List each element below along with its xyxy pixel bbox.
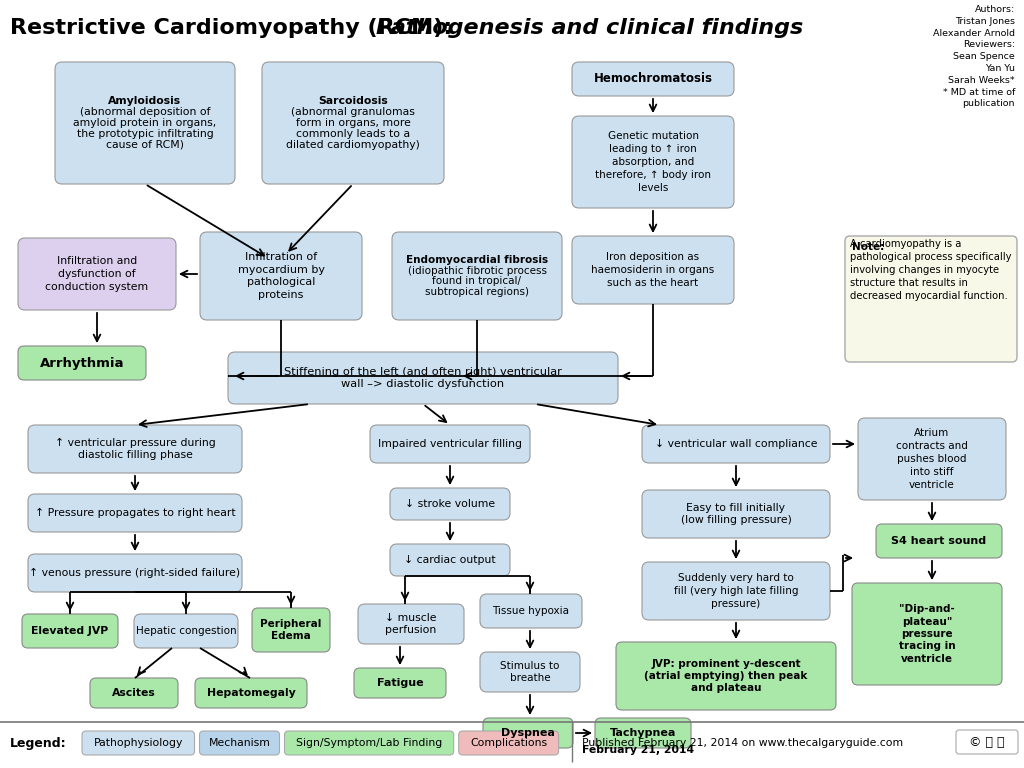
FancyBboxPatch shape xyxy=(252,608,330,652)
Text: February 21, 2014: February 21, 2014 xyxy=(582,745,694,755)
Text: ↓ ventricular wall compliance: ↓ ventricular wall compliance xyxy=(654,439,817,449)
Text: (idiopathic fibrotic process: (idiopathic fibrotic process xyxy=(408,266,547,276)
Text: S4 heart sound: S4 heart sound xyxy=(892,536,986,546)
Text: Hepatic congestion: Hepatic congestion xyxy=(136,626,237,636)
Text: Tachypnea: Tachypnea xyxy=(610,728,676,738)
Text: cause of RCM): cause of RCM) xyxy=(106,140,184,150)
FancyBboxPatch shape xyxy=(858,418,1006,500)
FancyBboxPatch shape xyxy=(595,718,691,748)
FancyBboxPatch shape xyxy=(483,718,573,748)
FancyBboxPatch shape xyxy=(459,731,559,755)
Text: Sign/Symptom/Lab Finding: Sign/Symptom/Lab Finding xyxy=(296,738,442,748)
Text: found in tropical/: found in tropical/ xyxy=(432,276,521,286)
FancyBboxPatch shape xyxy=(390,488,510,520)
Text: Stiffening of the left (and often right) ventricular
wall –> diastolic dysfuncti: Stiffening of the left (and often right)… xyxy=(284,366,562,389)
Text: Pathophysiology: Pathophysiology xyxy=(93,738,183,748)
Text: "Dip-and-
plateau"
pressure
tracing in
ventricle: "Dip-and- plateau" pressure tracing in v… xyxy=(899,604,955,664)
Text: Note:: Note: xyxy=(852,242,885,252)
Text: Ascites: Ascites xyxy=(112,688,156,698)
FancyBboxPatch shape xyxy=(642,425,830,463)
Text: Tissue hypoxia: Tissue hypoxia xyxy=(493,606,569,616)
FancyBboxPatch shape xyxy=(200,731,280,755)
Text: Hemochromatosis: Hemochromatosis xyxy=(594,72,713,85)
Text: Legend:: Legend: xyxy=(10,737,67,750)
Text: A cardiomyopathy is a
pathological process specifically
involving changes in myo: A cardiomyopathy is a pathological proce… xyxy=(850,239,1012,301)
FancyBboxPatch shape xyxy=(358,604,464,644)
Text: commonly leads to a: commonly leads to a xyxy=(296,129,410,139)
Text: (abnormal granulomas: (abnormal granulomas xyxy=(291,108,415,118)
FancyBboxPatch shape xyxy=(370,425,530,463)
FancyBboxPatch shape xyxy=(845,236,1017,362)
Text: ↓ cardiac output: ↓ cardiac output xyxy=(404,555,496,565)
FancyBboxPatch shape xyxy=(642,562,830,620)
FancyBboxPatch shape xyxy=(480,652,580,692)
Text: Hepatomegaly: Hepatomegaly xyxy=(207,688,295,698)
FancyBboxPatch shape xyxy=(28,494,242,532)
Text: Restrictive Cardiomyopathy (RCM):: Restrictive Cardiomyopathy (RCM): xyxy=(10,18,460,38)
FancyBboxPatch shape xyxy=(22,614,118,648)
Text: ↓ stroke volume: ↓ stroke volume xyxy=(404,499,495,509)
Text: subtropical regions): subtropical regions) xyxy=(425,286,529,296)
FancyBboxPatch shape xyxy=(28,425,242,473)
FancyBboxPatch shape xyxy=(134,614,238,648)
Text: ↓ muscle
perfusion: ↓ muscle perfusion xyxy=(385,613,437,635)
FancyBboxPatch shape xyxy=(616,642,836,710)
FancyBboxPatch shape xyxy=(876,524,1002,558)
FancyBboxPatch shape xyxy=(392,232,562,320)
FancyBboxPatch shape xyxy=(642,490,830,538)
Text: Amyloidosis: Amyloidosis xyxy=(109,97,181,107)
Text: Complications: Complications xyxy=(470,738,547,748)
Text: Genetic mutation
leading to ↑ iron
absorption, and
therefore, ↑ body iron
levels: Genetic mutation leading to ↑ iron absor… xyxy=(595,131,711,193)
FancyBboxPatch shape xyxy=(200,232,362,320)
FancyBboxPatch shape xyxy=(390,544,510,576)
Text: Fatigue: Fatigue xyxy=(377,678,423,688)
FancyBboxPatch shape xyxy=(90,678,178,708)
Text: Impaired ventricular filling: Impaired ventricular filling xyxy=(378,439,522,449)
Text: Easy to fill initially
(low filling pressure): Easy to fill initially (low filling pres… xyxy=(681,502,792,525)
FancyBboxPatch shape xyxy=(852,583,1002,685)
FancyBboxPatch shape xyxy=(195,678,307,708)
FancyBboxPatch shape xyxy=(354,668,446,698)
FancyBboxPatch shape xyxy=(285,731,454,755)
Text: Iron deposition as
haemosiderin in organs
such as the heart: Iron deposition as haemosiderin in organ… xyxy=(592,252,715,288)
FancyBboxPatch shape xyxy=(82,731,195,755)
FancyBboxPatch shape xyxy=(18,238,176,310)
Text: Infiltration of
myocardium by
pathological
proteins: Infiltration of myocardium by pathologic… xyxy=(238,252,325,300)
Text: the prototypic infiltrating: the prototypic infiltrating xyxy=(77,129,213,139)
Text: Published February 21, 2014 on www.thecalgaryguide.com: Published February 21, 2014 on www.theca… xyxy=(582,738,903,748)
FancyBboxPatch shape xyxy=(28,554,242,592)
Text: © Ⓝ Ⓢ: © Ⓝ Ⓢ xyxy=(970,736,1005,749)
Text: Dyspnea: Dyspnea xyxy=(501,728,555,738)
Text: Authors:
Tristan Jones
Alexander Arnold
Reviewers:
Sean Spence
Yan Yu
Sarah Week: Authors: Tristan Jones Alexander Arnold … xyxy=(933,5,1015,108)
Text: amyloid protein in organs,: amyloid protein in organs, xyxy=(74,118,217,128)
FancyBboxPatch shape xyxy=(228,352,618,404)
FancyBboxPatch shape xyxy=(572,116,734,208)
Text: Elevated JVP: Elevated JVP xyxy=(32,626,109,636)
Text: Peripheral
Edema: Peripheral Edema xyxy=(260,619,322,641)
Text: Sarcoidosis: Sarcoidosis xyxy=(318,97,388,107)
FancyBboxPatch shape xyxy=(956,730,1018,754)
Text: Stimulus to
breathe: Stimulus to breathe xyxy=(501,660,560,684)
Text: form in organs, more: form in organs, more xyxy=(296,118,411,128)
Text: Infiltration and
dysfunction of
conduction system: Infiltration and dysfunction of conducti… xyxy=(45,257,148,292)
Text: JVP: prominent y-descent
(atrial emptying) then peak
and plateau: JVP: prominent y-descent (atrial emptyin… xyxy=(644,659,808,694)
FancyBboxPatch shape xyxy=(572,62,734,96)
Text: Suddenly very hard to
fill (very high late filling
pressure): Suddenly very hard to fill (very high la… xyxy=(674,573,799,609)
Text: Atrium
contracts and
pushes blood
into stiff
ventricle: Atrium contracts and pushes blood into s… xyxy=(896,429,968,490)
Text: Mechanism: Mechanism xyxy=(209,738,270,748)
Text: ↑ venous pressure (right-sided failure): ↑ venous pressure (right-sided failure) xyxy=(30,568,241,578)
FancyBboxPatch shape xyxy=(572,236,734,304)
FancyBboxPatch shape xyxy=(480,594,582,628)
Text: Arrhythmia: Arrhythmia xyxy=(40,356,124,369)
FancyBboxPatch shape xyxy=(18,346,146,380)
Text: Pathogenesis and clinical findings: Pathogenesis and clinical findings xyxy=(376,18,803,38)
Text: (abnormal deposition of: (abnormal deposition of xyxy=(80,108,210,118)
Text: ↑ Pressure propagates to right heart: ↑ Pressure propagates to right heart xyxy=(35,508,236,518)
FancyBboxPatch shape xyxy=(262,62,444,184)
Text: ↑ ventricular pressure during
diastolic filling phase: ↑ ventricular pressure during diastolic … xyxy=(54,438,215,461)
Text: Endomyocardial fibrosis: Endomyocardial fibrosis xyxy=(406,256,548,266)
FancyBboxPatch shape xyxy=(55,62,234,184)
Text: dilated cardiomyopathy): dilated cardiomyopathy) xyxy=(286,140,420,150)
